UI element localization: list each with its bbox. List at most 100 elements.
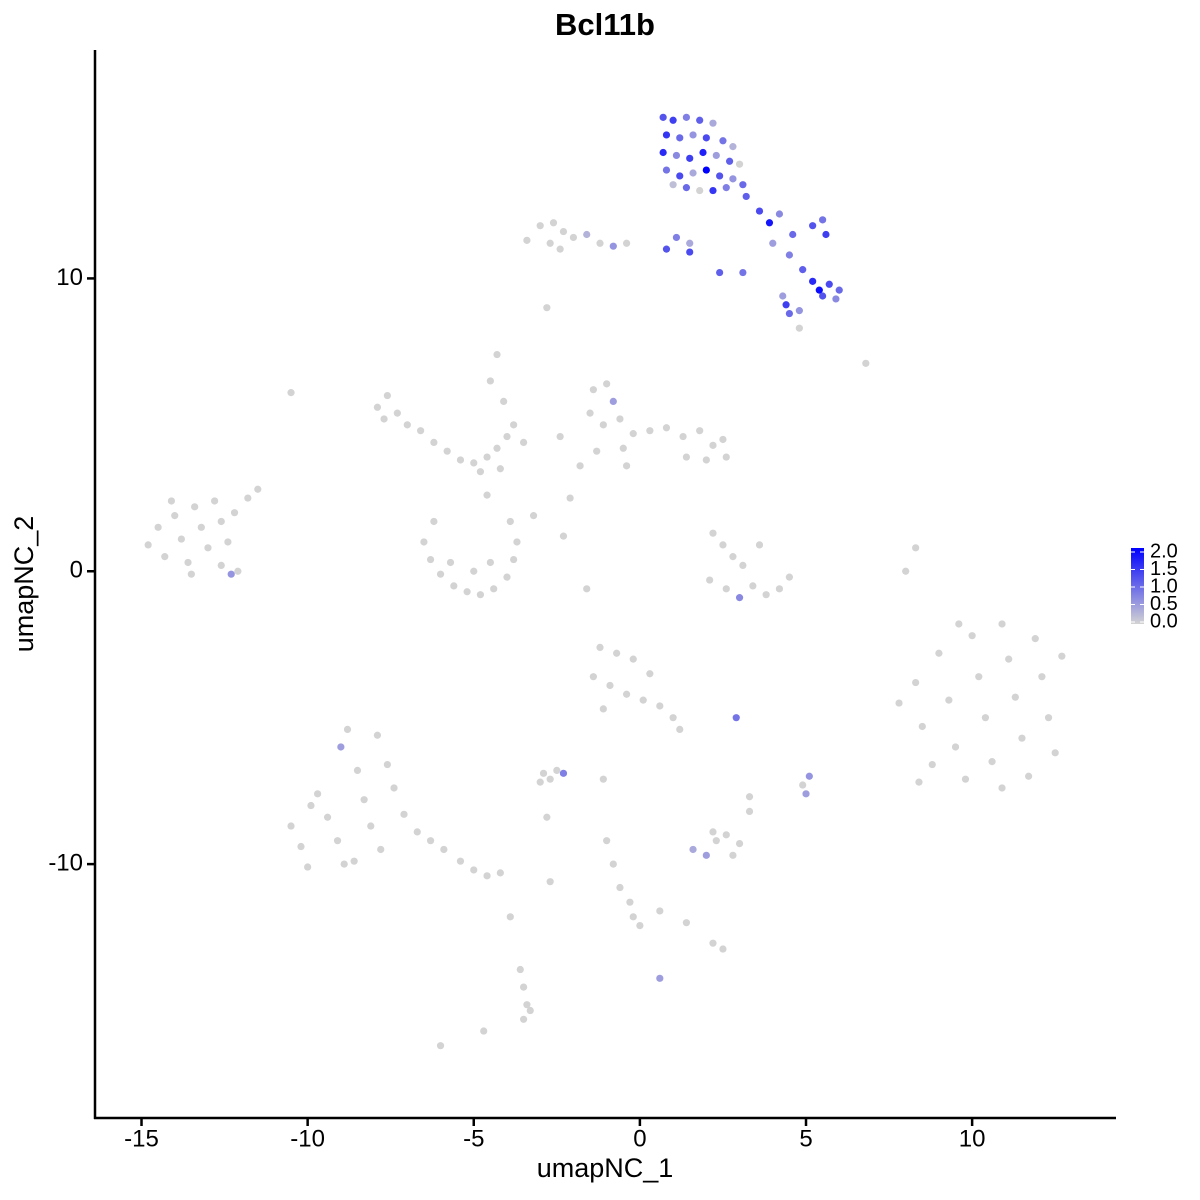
point xyxy=(686,239,694,247)
point xyxy=(712,151,720,160)
point xyxy=(629,655,637,663)
point xyxy=(546,878,554,886)
point xyxy=(696,186,704,195)
point xyxy=(928,760,936,769)
point xyxy=(609,860,617,868)
point xyxy=(659,148,667,157)
point xyxy=(682,919,691,927)
point xyxy=(536,778,544,786)
colorbar-label: 0.0 xyxy=(1150,610,1178,632)
point xyxy=(696,427,704,435)
point xyxy=(729,553,737,561)
point xyxy=(616,415,624,423)
point xyxy=(456,456,465,464)
point xyxy=(430,438,438,447)
point xyxy=(725,157,734,165)
point xyxy=(377,845,385,854)
point xyxy=(380,415,388,423)
point xyxy=(799,266,807,274)
point xyxy=(559,532,568,540)
point xyxy=(815,286,823,294)
point xyxy=(609,397,617,406)
point xyxy=(350,857,358,865)
point xyxy=(895,699,903,707)
point xyxy=(503,573,511,581)
point xyxy=(559,227,568,236)
x-tick-label: -10 xyxy=(290,1125,325,1152)
point xyxy=(446,558,455,567)
point xyxy=(935,649,943,657)
point xyxy=(669,116,677,124)
point xyxy=(566,494,574,502)
point xyxy=(583,230,591,239)
chart-title: Bcl11b xyxy=(555,7,655,42)
point xyxy=(161,553,169,561)
point xyxy=(802,790,810,798)
point xyxy=(722,585,730,593)
point xyxy=(400,810,408,818)
point xyxy=(732,714,740,722)
point xyxy=(211,497,219,505)
point xyxy=(639,696,647,704)
point xyxy=(496,465,504,473)
point xyxy=(719,137,727,145)
point xyxy=(622,690,631,698)
point xyxy=(689,169,697,177)
point xyxy=(1058,652,1066,660)
point xyxy=(403,421,411,429)
point xyxy=(417,427,425,435)
point xyxy=(968,632,976,640)
point xyxy=(702,166,710,174)
point xyxy=(735,594,744,602)
point xyxy=(689,131,697,139)
point xyxy=(709,441,717,449)
point xyxy=(234,567,242,575)
point xyxy=(519,1015,528,1023)
point xyxy=(496,869,504,877)
point xyxy=(662,166,671,174)
point xyxy=(782,301,790,309)
point xyxy=(709,186,717,195)
point xyxy=(832,295,840,303)
point xyxy=(719,945,727,953)
point xyxy=(765,219,774,227)
point xyxy=(304,863,312,871)
point xyxy=(702,851,710,859)
point xyxy=(589,673,597,681)
point xyxy=(1025,772,1033,780)
point xyxy=(230,509,239,517)
point xyxy=(343,725,352,733)
point xyxy=(735,160,744,168)
point xyxy=(622,462,631,470)
point xyxy=(662,424,671,432)
point xyxy=(204,544,212,552)
point xyxy=(297,842,305,851)
point xyxy=(373,731,382,739)
point xyxy=(719,541,727,549)
point xyxy=(187,570,195,578)
point xyxy=(144,541,152,549)
point xyxy=(360,796,368,804)
point xyxy=(712,837,720,845)
point xyxy=(227,570,235,578)
point xyxy=(672,151,681,160)
point xyxy=(1031,635,1039,643)
point xyxy=(1005,655,1013,663)
point xyxy=(656,907,664,915)
point xyxy=(636,922,644,930)
point xyxy=(546,239,554,247)
point xyxy=(569,233,578,242)
point xyxy=(646,427,654,435)
point xyxy=(1018,734,1026,742)
point xyxy=(915,778,923,786)
point xyxy=(779,292,787,300)
point xyxy=(1044,714,1053,722)
point xyxy=(413,828,421,836)
point xyxy=(729,175,737,183)
point xyxy=(998,784,1006,792)
point xyxy=(510,421,518,429)
point xyxy=(523,236,531,244)
point xyxy=(951,743,960,751)
point xyxy=(337,743,345,751)
point xyxy=(709,529,717,537)
